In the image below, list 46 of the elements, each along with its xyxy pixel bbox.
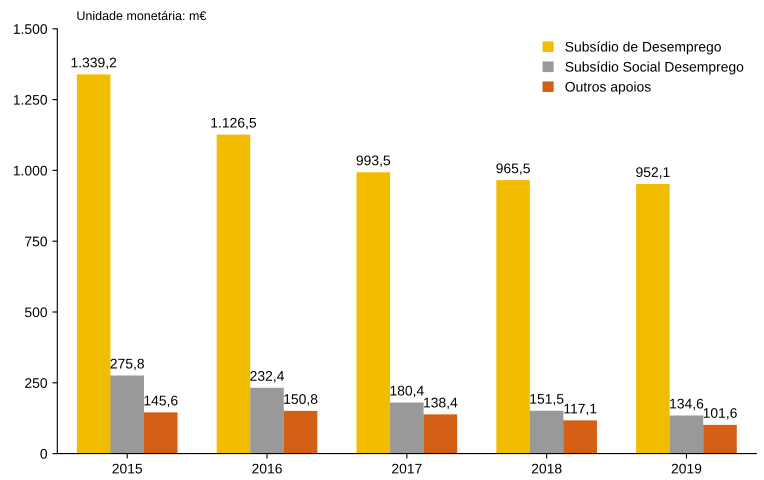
data-label: 275,8 [110,358,144,370]
data-label: 180,4 [390,386,424,398]
y-tick-label: 250 [25,378,48,388]
y-tick-label: 500 [24,307,48,318]
bar [250,388,284,454]
data-label: 134,6 [670,398,704,410]
y-tick-label: 1.500 [14,24,48,34]
y-tick-label: 1.250 [14,94,48,105]
data-label: 232,4 [250,371,284,383]
bar [284,410,318,454]
data-label: 138,4 [424,398,458,410]
data-label: 101,6 [704,408,737,420]
data-label: 1.339,2 [72,58,116,70]
data-label: 151,5 [530,394,564,406]
data-label: 993,5 [356,155,390,167]
x-tick-label: 2019 [672,464,702,474]
data-label: 1.126,5 [211,118,256,130]
x-tick-label: 2018 [532,464,562,474]
data-label: 952,1 [636,167,670,179]
data-label: 117,1 [564,404,596,416]
legend-label: Subsídio Social Desemprego [565,61,744,74]
bar [144,412,178,454]
bar [390,402,424,454]
bar [636,184,670,454]
x-tick-label: 2016 [252,464,282,474]
bar [563,420,597,454]
bar [703,424,737,454]
x-tick-label: 2015 [112,464,142,474]
legend-label: Subsídio de Desemprego [565,41,721,54]
bar [670,415,704,454]
y-tick-label: 750 [25,236,48,246]
legend-label: Outros apoios [565,81,651,94]
data-label: 965,5 [496,163,530,175]
bar [216,134,250,454]
bar [530,410,564,454]
bar [356,172,390,454]
data-label: 145,6 [144,396,178,408]
y-tick-label: 0 [40,448,48,459]
bar [424,414,458,454]
text: Unidade monetária: m€ [77,10,206,20]
bar [110,375,144,454]
bar [76,74,110,454]
y-tick-label: 1.000 [14,166,48,176]
bar [496,180,530,454]
x-tick-label: 2017 [392,464,422,474]
data-label: 150,8 [284,394,318,406]
